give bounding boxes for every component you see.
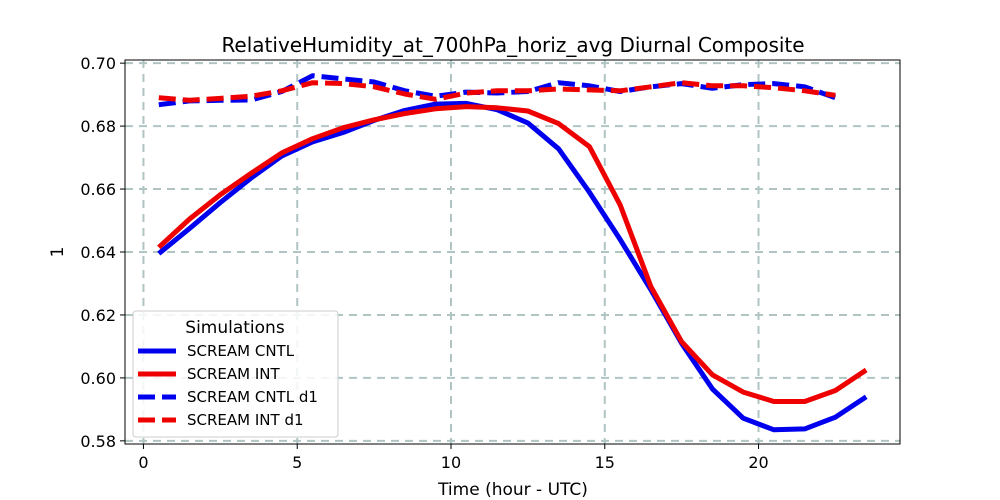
x-tick-label: 10 <box>441 453 461 472</box>
x-tick-label: 0 <box>138 453 148 472</box>
y-tick-label: 0.64 <box>80 243 116 262</box>
y-axis-label: 1 <box>48 247 68 258</box>
ticks: 0 5 10 15 20 0.58 0.60 0.62 0.64 0.66 0.68 0.70 <box>80 54 768 472</box>
series-line-scream-int-d1 <box>158 80 836 103</box>
legend-title: Simulations <box>185 318 285 338</box>
y-tick-label: 0.66 <box>80 180 116 199</box>
legend-label: SCREAM INT d1 <box>187 411 304 429</box>
y-tick-label: 0.58 <box>80 432 116 451</box>
legend-entries: SCREAM CNTL SCREAM INT SCREAM CNTL d1 SCREA… <box>138 342 318 429</box>
series-line-scream-int <box>157 104 868 404</box>
legend-box <box>132 310 339 438</box>
legend-label: SCREAM CNTL <box>187 342 295 360</box>
legend-label: SCREAM INT <box>187 365 281 383</box>
legend-label: SCREAM CNTL d1 <box>187 388 318 406</box>
x-axis-label: Time (hour - UTC) <box>437 480 588 500</box>
chart-title: RelativeHumidity_at_700hPa_horiz_avg Diu… <box>221 33 804 57</box>
x-tick-label: 5 <box>292 453 302 472</box>
y-tick-label: 0.70 <box>80 54 116 73</box>
x-tick-label: 15 <box>595 453 615 472</box>
y-tick-label: 0.62 <box>80 306 116 325</box>
series-line-scream-cntl <box>157 100 868 433</box>
y-tick-label: 0.68 <box>80 117 116 136</box>
x-tick-label: 20 <box>748 453 768 472</box>
series-group <box>157 73 868 433</box>
y-tick-label: 0.60 <box>80 369 116 388</box>
